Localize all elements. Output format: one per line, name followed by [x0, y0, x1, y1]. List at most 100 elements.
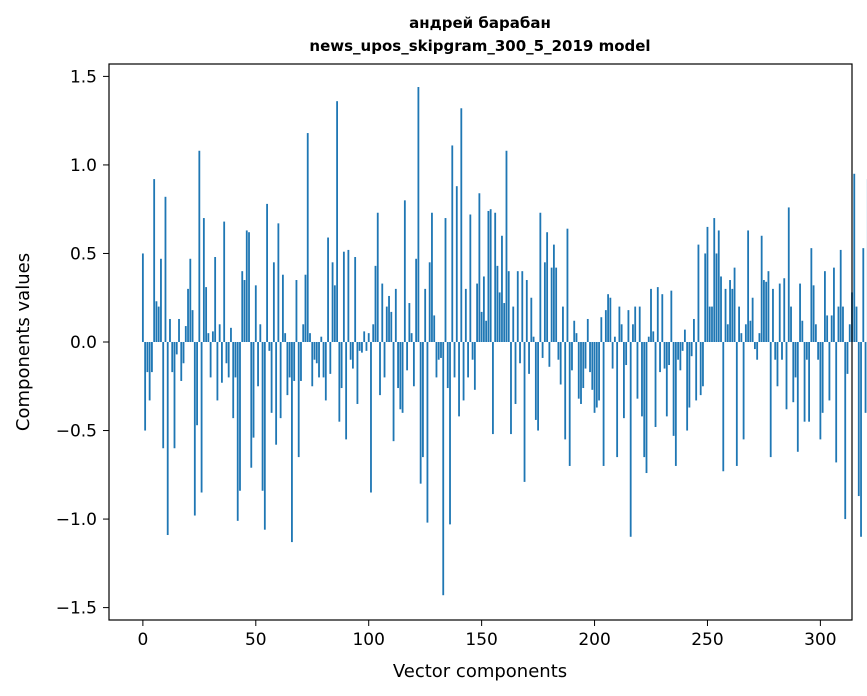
bar-307 [835, 342, 838, 463]
bars-group [141, 87, 867, 596]
bar-259 [726, 324, 729, 342]
bar-69 [297, 342, 300, 458]
bar-15 [175, 342, 178, 355]
bar-14 [173, 342, 176, 449]
bar-293 [803, 342, 806, 422]
bar-120 [412, 342, 415, 387]
bar-167 [519, 342, 521, 364]
bar-256 [720, 276, 722, 342]
bar-125 [424, 288, 427, 342]
bar-185 [559, 342, 562, 385]
bar-302 [824, 271, 826, 342]
bar-270 [751, 297, 754, 342]
bar-9 [162, 342, 165, 449]
bar-7 [157, 306, 160, 342]
bar-273 [758, 333, 761, 342]
bar-154 [489, 209, 492, 342]
bar-239 [681, 342, 684, 351]
bar-246 [697, 244, 700, 342]
bar-300 [819, 342, 822, 440]
bar-320 [864, 342, 867, 413]
bar-119 [410, 333, 413, 342]
bar-223 [645, 342, 648, 474]
bar-64 [286, 342, 289, 396]
bar-170 [525, 280, 528, 342]
x-tick-label: 50 [245, 630, 267, 650]
bar-65 [288, 342, 291, 378]
bar-202 [598, 342, 600, 401]
y-tick-label: −0.5 [56, 422, 97, 442]
bar-222 [643, 342, 646, 458]
bar-140 [458, 342, 460, 417]
bar-49 [252, 342, 255, 438]
x-tick-label: 250 [691, 630, 723, 650]
bar-193 [577, 342, 580, 399]
bar-89 [342, 251, 345, 342]
bar-61 [279, 342, 282, 419]
chart-title-line1: андрей барабан [409, 14, 551, 32]
bar-151 [482, 276, 485, 342]
bar-268 [747, 230, 750, 342]
bar-26 [200, 342, 203, 493]
bar-173 [532, 336, 535, 342]
bar-73 [306, 133, 309, 342]
bar-200 [593, 342, 596, 413]
bar-112 [394, 288, 397, 342]
bar-231 [663, 342, 666, 369]
bar-232 [665, 342, 668, 417]
bar-201 [595, 342, 598, 408]
y-tick-label: −1.0 [56, 510, 97, 530]
bar-19 [184, 326, 187, 342]
x-tick-label: 200 [578, 630, 610, 650]
bar-215 [627, 310, 630, 342]
bar-84 [331, 262, 334, 342]
bar-184 [557, 342, 560, 360]
bar-91 [347, 249, 350, 342]
bar-36 [223, 221, 226, 342]
bar-57 [270, 342, 273, 413]
bar-244 [693, 318, 695, 342]
bar-116 [403, 200, 406, 342]
bar-98 [363, 331, 366, 342]
bar-27 [202, 218, 205, 342]
bar-192 [575, 333, 578, 342]
bar-92 [349, 342, 352, 360]
bar-292 [801, 320, 804, 342]
bar-58 [272, 262, 275, 342]
bar-289 [794, 342, 797, 378]
bar-132 [440, 342, 442, 358]
bar-182 [552, 244, 555, 342]
bar-241 [686, 342, 689, 431]
bar-17 [180, 342, 183, 381]
bar-188 [566, 228, 569, 342]
bar-3 [148, 342, 151, 401]
bar-257 [722, 342, 725, 472]
bar-80 [322, 342, 325, 378]
bar-172 [530, 297, 533, 342]
bar-255 [717, 230, 720, 342]
bar-236 [674, 342, 677, 466]
bar-142 [462, 342, 465, 401]
bar-303 [826, 315, 829, 342]
bar-43 [239, 342, 241, 491]
bar-59 [275, 342, 278, 445]
bar-21 [189, 258, 192, 342]
bar-141 [460, 108, 463, 343]
bar-186 [562, 306, 564, 342]
bar-275 [763, 280, 765, 342]
bar-272 [756, 342, 759, 360]
x-tick-label: 0 [137, 630, 148, 650]
bar-162 [507, 271, 510, 342]
bar-29 [207, 333, 210, 342]
bar-147 [473, 342, 476, 390]
bar-23 [193, 342, 196, 516]
bar-63 [284, 333, 287, 342]
bar-248 [702, 342, 704, 387]
bar-227 [654, 342, 657, 427]
bar-12 [169, 318, 171, 342]
bar-181 [550, 267, 553, 342]
bar-76 [313, 342, 316, 360]
bar-160 [503, 303, 506, 342]
bar-298 [814, 324, 817, 342]
bar-311 [844, 342, 847, 520]
